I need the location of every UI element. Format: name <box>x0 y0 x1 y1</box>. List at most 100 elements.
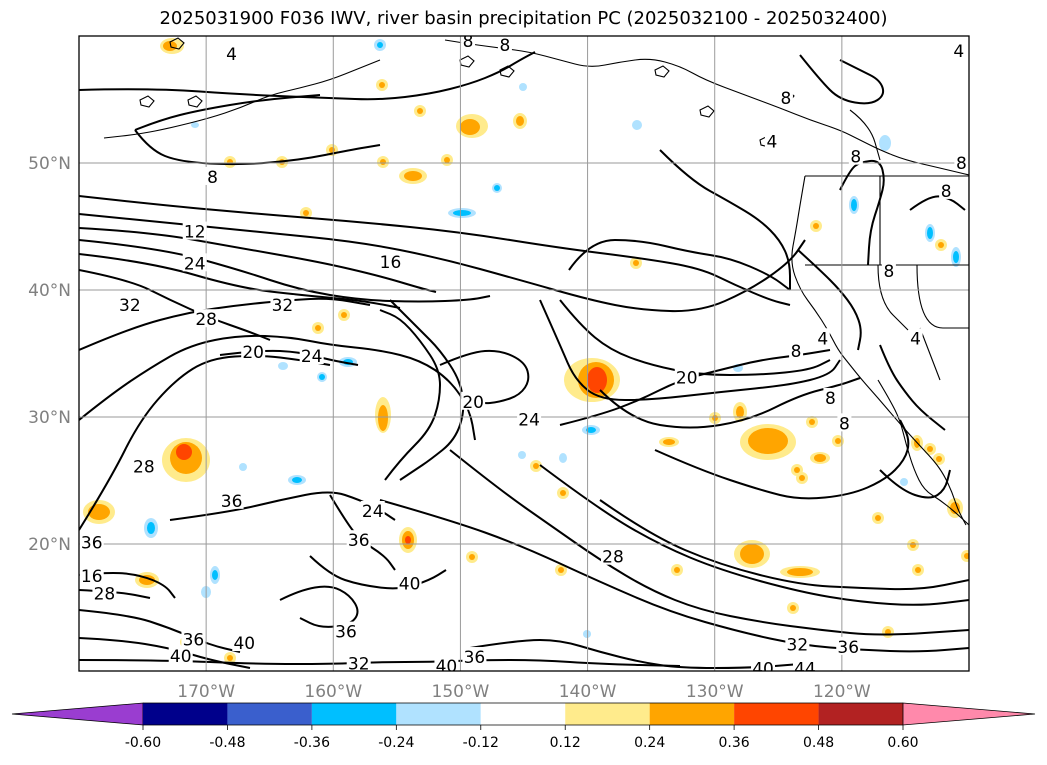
iwv-contour-line <box>379 499 969 653</box>
colorbar-extend-low <box>11 702 144 726</box>
iwv-contour-line <box>309 555 447 590</box>
iwv-contour-line <box>559 349 831 426</box>
precip-cell <box>799 475 805 481</box>
precip-cell <box>278 362 288 370</box>
precip-cell <box>88 504 110 520</box>
precip-cell <box>379 82 385 88</box>
precip-cell <box>915 567 921 573</box>
iwv-contour-line <box>449 449 969 636</box>
contour-label-bg <box>823 387 838 406</box>
precip-cell <box>417 108 423 114</box>
lat-tick-label: 20°N <box>28 535 71 555</box>
iwv-contour-line <box>389 299 465 481</box>
coastline <box>791 175 967 526</box>
island-outline <box>187 95 203 108</box>
contour-label: 40 <box>436 657 458 677</box>
colorbar-tick-label: 0.36 <box>719 735 750 751</box>
colorbar-segment <box>480 703 566 725</box>
contour-label-bg <box>241 342 266 361</box>
precip-cell <box>239 463 247 471</box>
contour-label-bg <box>397 573 422 592</box>
contour-label: 36 <box>221 492 243 512</box>
precip-cell <box>936 456 942 462</box>
contour-label: 8 <box>781 89 792 109</box>
precip-cell <box>227 655 233 661</box>
contour-label: 36 <box>335 623 357 643</box>
precip-cell <box>794 467 800 473</box>
colorbar-outline <box>143 702 903 726</box>
colorbar-tick-label: 0.24 <box>634 735 665 751</box>
precip-cell <box>740 544 764 564</box>
precip-cell <box>147 522 155 534</box>
island-outline <box>169 37 185 50</box>
contour-label-bg <box>360 500 385 519</box>
precip-cell <box>560 490 566 496</box>
precip-cell <box>516 116 524 126</box>
precip-cell <box>583 630 591 638</box>
iwv-contour-line <box>799 54 885 105</box>
iwv-contour-line <box>79 609 241 653</box>
contour-label-bg <box>848 146 863 165</box>
colorbar-tick-label: 0.12 <box>550 735 581 751</box>
contour-label: 24 <box>301 347 323 367</box>
iwv-contour-line <box>879 344 946 431</box>
contour-label-bg <box>462 647 487 666</box>
contour-label: 4 <box>767 132 778 152</box>
precip-cell <box>851 199 857 211</box>
contour-label-bg <box>270 295 295 314</box>
contour-label-bg <box>219 490 244 509</box>
contour-label-bg <box>182 253 207 272</box>
lon-tick-label: 150°W <box>432 682 490 702</box>
colorbar-tick-label: -0.48 <box>209 735 245 751</box>
contour-label-bg <box>224 43 239 62</box>
contour-label: 40 <box>752 659 774 679</box>
colorbar-segment <box>565 703 650 725</box>
contour-label: 8 <box>500 36 511 56</box>
iwv-contour-line <box>654 419 910 500</box>
colorbar-tick-label: 0.48 <box>803 735 834 751</box>
contour-label: 36 <box>837 638 859 658</box>
iwv-contour-line <box>79 213 806 313</box>
iwv-contour-line <box>79 297 371 351</box>
precip-cell <box>405 536 411 544</box>
precip-cell <box>835 438 841 444</box>
iwv-contour-line <box>134 129 381 166</box>
island-outline <box>499 65 515 78</box>
colorbar-segment <box>227 703 312 725</box>
precip-cell <box>748 428 788 454</box>
colorbar-tick-label: -0.36 <box>294 735 330 751</box>
contour-label-bg <box>751 658 776 671</box>
colorbar-tick-label: -0.12 <box>463 735 499 751</box>
precip-cell <box>813 223 819 229</box>
precip-cell <box>736 406 744 418</box>
contour-label-bg <box>778 88 793 107</box>
precip-cell <box>292 477 302 483</box>
colorbar-segment <box>649 703 735 725</box>
lat-tick-label: 30°N <box>28 408 71 428</box>
contour-label: 8 <box>956 154 967 174</box>
contour-label: 32 <box>348 654 370 674</box>
contour-label-bg <box>497 36 512 53</box>
precip-cell <box>404 171 422 181</box>
contour-label-bg <box>674 367 699 386</box>
contour-label-bg <box>299 346 324 365</box>
contour-label: 4 <box>817 329 828 349</box>
precip-cell <box>469 554 475 560</box>
precip-cell <box>444 157 450 163</box>
contour-label-bg <box>378 252 403 271</box>
iwv-contour-line <box>839 159 885 266</box>
contour-label: 24 <box>518 411 540 431</box>
precip-cell <box>587 367 607 393</box>
contour-label: 40 <box>399 574 421 594</box>
contour-label-bg <box>168 645 193 664</box>
precip-cell <box>674 567 680 573</box>
precip-cell <box>938 242 944 248</box>
contour-label: 36 <box>183 630 205 650</box>
iwv-contour-line <box>539 299 841 402</box>
contour-label: 8 <box>941 182 952 202</box>
island-outline <box>654 65 670 78</box>
contour-label-bg <box>517 409 542 428</box>
contour-label: 40 <box>170 647 192 667</box>
contour-label: 20 <box>462 393 484 413</box>
iwv-contour-line <box>568 238 791 291</box>
